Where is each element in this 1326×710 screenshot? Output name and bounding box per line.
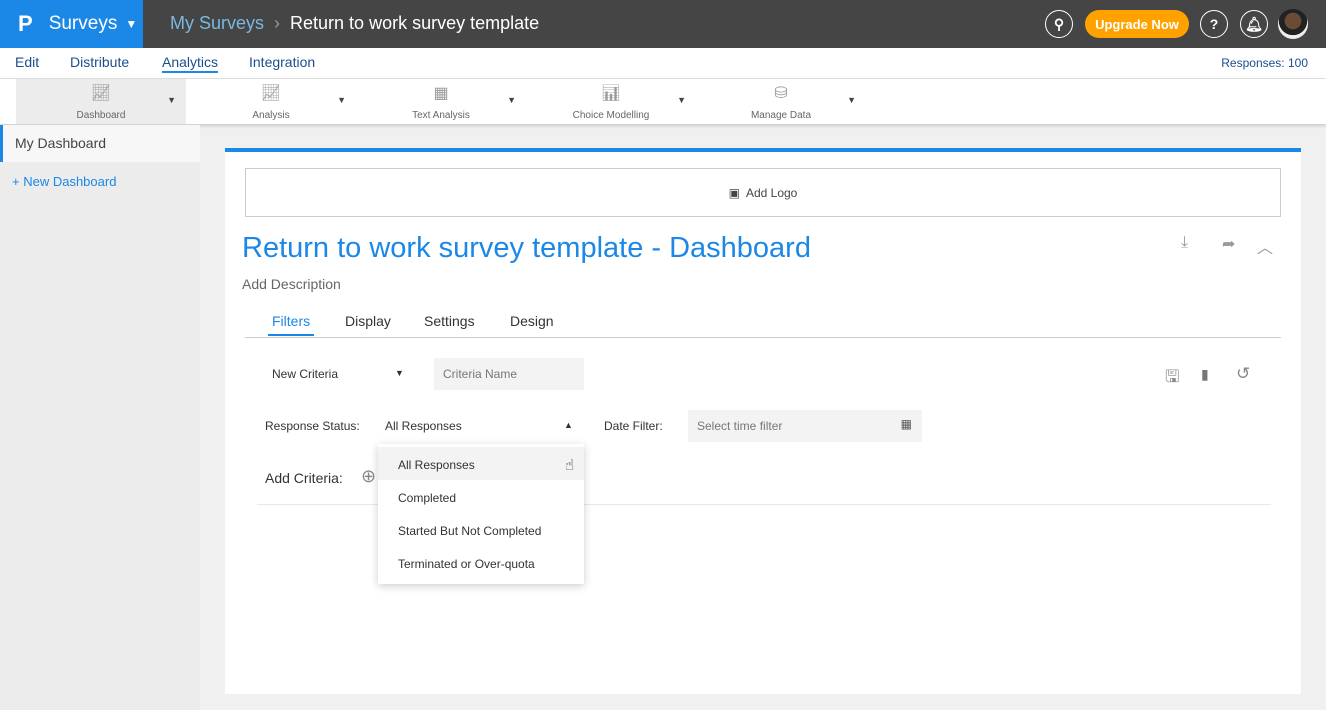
tab-filters[interactable]: Filters — [268, 313, 315, 336]
criteria-select[interactable]: New Criteria — [272, 367, 339, 381]
avatar[interactable] — [1278, 9, 1308, 39]
response-status-menu: All Responses Completed Started But Not … — [378, 444, 584, 584]
search-icon[interactable]: ⚲ — [1045, 10, 1073, 38]
help-icon[interactable]: ? — [1200, 10, 1228, 38]
nav-integration[interactable]: Integration — [249, 54, 316, 70]
breadcrumb-survey: Return to work survey template — [290, 13, 540, 33]
page-title[interactable]: Return to work survey template - Dashboa… — [242, 232, 811, 264]
tab-design[interactable]: Design — [510, 313, 554, 329]
save-icon[interactable]: 🖫 — [1165, 367, 1180, 386]
caret-up-icon[interactable]: ▲ — [564, 420, 573, 430]
tool-label: Choice Modelling — [572, 110, 650, 121]
nav-edit[interactable]: Edit — [15, 54, 40, 70]
add-logo-label: Add Logo — [745, 185, 798, 200]
breadcrumb-my-surveys[interactable]: My Surveys — [170, 13, 265, 33]
nav-analytics[interactable]: Analytics — [162, 54, 219, 73]
caret-down-icon: ▼ — [125, 17, 138, 31]
product-name: Surveys — [48, 13, 118, 34]
text-analysis-icon: ▦ — [433, 85, 449, 102]
tool-choice-modelling[interactable]: 📊︎ Choice Modelling ▼ — [526, 79, 696, 124]
nav-distribute[interactable]: Distribute — [70, 54, 130, 70]
analytics-toolbar: 📈︎ Dashboard ▼ 📈︎ Analysis ▼ ▦ Text Analysis ▼… — [0, 79, 1326, 124]
option-all-responses[interactable]: All Responses — [378, 447, 584, 480]
date-filter-label: Date Filter: — [604, 419, 663, 433]
caret-down-icon[interactable]: ▼ — [677, 95, 686, 105]
date-filter-input[interactable]: Select time filter ▦ — [688, 410, 922, 442]
breadcrumb: My Surveys › Return to work survey templat… — [170, 13, 539, 34]
product-switcher[interactable]: P Surveys ▼ — [0, 0, 143, 48]
chevron-right-icon: › — [274, 13, 281, 33]
criteria-name-input[interactable]: Criteria Name — [434, 358, 584, 390]
tool-label: Manage Data — [750, 110, 812, 121]
tool-manage-data[interactable]: ⛁ Manage Data ▼ — [696, 79, 866, 124]
option-started-not-completed[interactable]: Started But Not Completed — [398, 524, 542, 538]
option-completed[interactable]: Completed — [398, 491, 457, 505]
tool-label: Dashboard — [76, 110, 126, 121]
add-criteria-label: Add Criteria: — [265, 470, 343, 486]
tool-dashboard[interactable]: 📈︎ Dashboard ▼ — [16, 79, 186, 124]
tool-label: Text Analysis — [412, 110, 470, 121]
hand-cursor-icon: ☝︎ — [565, 457, 575, 474]
option-terminated[interactable]: Terminated or Over-quota — [398, 557, 535, 571]
collapse-icon[interactable]: ︿ — [1257, 240, 1274, 257]
caret-down-icon[interactable]: ▼ — [167, 95, 176, 105]
response-status-label: Response Status: — [265, 419, 360, 433]
sidebar-item-my-dashboard[interactable]: My Dashboard — [0, 125, 200, 162]
main-nav: Edit Distribute Analytics Integration Re… — [0, 48, 1326, 79]
share-icon[interactable]: ➦ — [1222, 236, 1236, 253]
tool-label: Analysis — [252, 110, 290, 121]
divider — [257, 504, 1271, 505]
dashboard-tabs — [245, 312, 1281, 338]
bell-icon[interactable]: 🔔︎ — [1240, 10, 1268, 38]
database-icon: ⛁ — [774, 85, 788, 102]
logo-icon: P — [18, 11, 33, 36]
upgrade-button[interactable]: Upgrade Now — [1085, 10, 1189, 38]
response-status-select[interactable]: All Responses — [385, 419, 462, 433]
tool-text-analysis[interactable]: ▦ Text Analysis ▼ — [356, 79, 526, 124]
add-description[interactable]: Add Description — [242, 276, 341, 292]
new-dashboard-link[interactable]: + New Dashboard — [12, 174, 117, 189]
download-icon[interactable]: ⤓ — [1181, 234, 1189, 251]
caret-down-icon[interactable]: ▼ — [507, 95, 516, 105]
calendar-icon[interactable]: ▦ — [900, 417, 912, 431]
add-logo-button[interactable]: ▣ Add Logo — [245, 168, 1281, 217]
sidebar — [0, 125, 200, 710]
bookmark-icon[interactable]: ▮ — [1201, 366, 1209, 382]
tab-settings[interactable]: Settings — [424, 313, 475, 329]
choice-modelling-icon: 📊︎ — [600, 85, 622, 102]
responses-count: Responses: 100 — [1221, 56, 1308, 70]
tab-display[interactable]: Display — [345, 313, 391, 329]
caret-down-icon[interactable]: ▼ — [395, 368, 404, 378]
reset-icon[interactable]: ↺ — [1236, 364, 1251, 383]
caret-down-icon[interactable]: ▼ — [847, 95, 856, 105]
image-icon: ▣ — [728, 185, 740, 200]
line-chart-icon: 📈︎ — [90, 85, 112, 102]
analysis-chart-icon: 📈︎ — [260, 85, 282, 102]
caret-down-icon[interactable]: ▼ — [337, 95, 346, 105]
tool-analysis[interactable]: 📈︎ Analysis ▼ — [186, 79, 356, 124]
add-circle-icon[interactable]: ⊕ — [361, 466, 377, 486]
date-filter-placeholder: Select time filter — [697, 419, 783, 433]
